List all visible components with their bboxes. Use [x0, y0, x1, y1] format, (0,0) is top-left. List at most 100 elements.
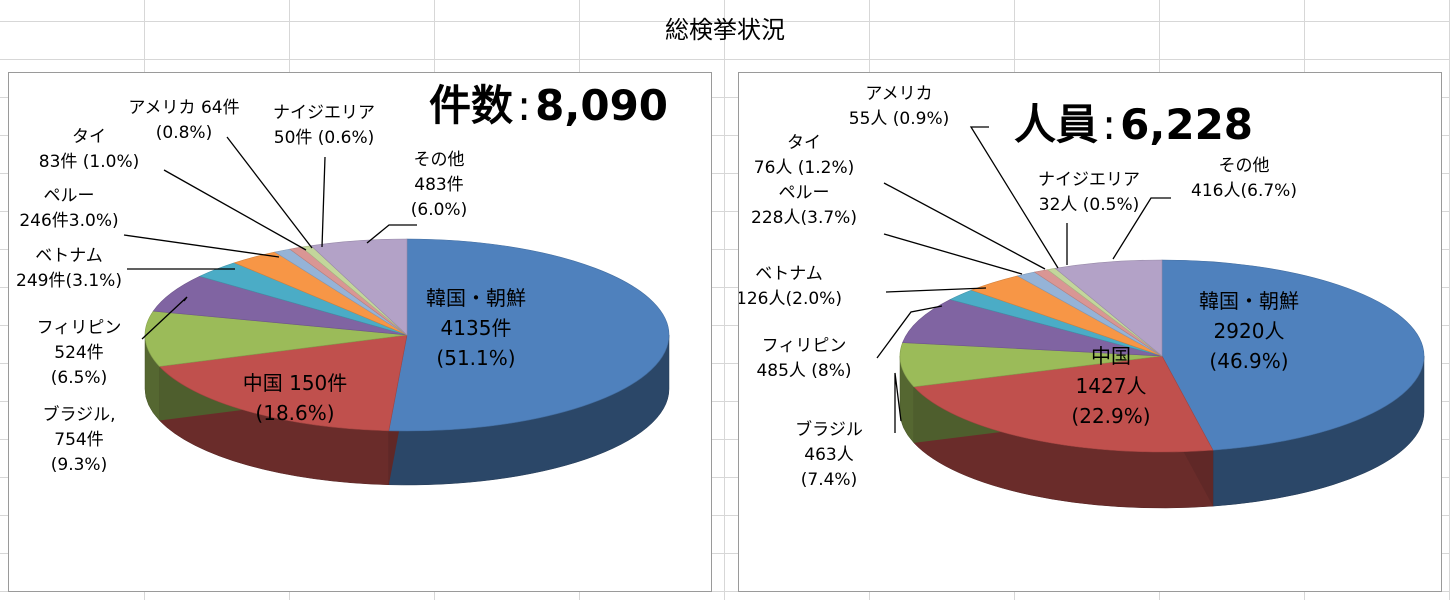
slice-label-line: 韓国・朝鮮 — [426, 286, 526, 310]
slice-label-line: アメリカ 64件 — [128, 98, 239, 118]
slice-label-line: タイ — [72, 127, 106, 147]
slice-label-1: 中国 1427人 (22.9%) — [1071, 344, 1150, 428]
slice-label-line: 中国 — [1091, 344, 1131, 368]
slice-label-line: (7.4%) — [801, 470, 857, 490]
slice-label-line: ベトナム — [35, 246, 103, 266]
total-label: 人員 — [1014, 100, 1098, 149]
chart-persons[interactable]: 韓国・朝鮮 2920人 (46.9%) 中国 1427人 (22.9%) ブラジル 463人 (… — [738, 72, 1442, 592]
slice-label-line: (9.3%) — [51, 455, 107, 475]
slice-label-line: 55人 (0.9%) — [849, 109, 950, 129]
slice-label-line: (0.8%) — [156, 123, 212, 143]
leader-line — [883, 182, 1046, 270]
slice-label-line: (6.5%) — [51, 368, 107, 388]
slice-label-line: 32人 (0.5%) — [1039, 195, 1140, 215]
pie-slice-0[interactable] — [1161, 259, 1425, 451]
sheet-title: 総検挙状況 — [665, 16, 785, 44]
slice-label-6: タイ 83件 (1.0%) — [39, 127, 140, 172]
slice-label-line: (6.0%) — [411, 200, 467, 220]
slice-label-line: 126人(2.0%) — [739, 289, 842, 309]
pie-top-group — [144, 238, 670, 432]
total-sep: : — [517, 81, 531, 130]
slice-label-line: (46.9%) — [1209, 349, 1288, 373]
pie-slice-1[interactable] — [158, 334, 408, 432]
leader-line — [894, 372, 902, 433]
leader-line — [366, 224, 417, 244]
slice-label-2: ブラジル, 754件 (9.3%) — [42, 404, 115, 475]
pie-slice-1[interactable] — [913, 355, 1214, 453]
pie-slice-3[interactable] — [902, 299, 1163, 357]
slice-label-7: アメリカ 64件 (0.8%) — [128, 98, 239, 143]
slice-label-line: ベトナム — [755, 264, 823, 284]
leader-line — [123, 234, 280, 258]
total-sep: : — [1102, 100, 1116, 149]
slice-label-line: ペルー — [44, 186, 95, 206]
slice-label-9: その他 416人(6.7%) — [1191, 156, 1297, 201]
slice-label-5: ペルー 246件3.0%) — [19, 186, 118, 231]
slice-label-line: 483件 — [414, 175, 463, 195]
pie-slice-9[interactable] — [310, 238, 408, 336]
slice-label-line: アメリカ — [865, 84, 932, 104]
pie-slice-2[interactable] — [144, 310, 408, 367]
slice-label-line: 416人(6.7%) — [1191, 181, 1297, 201]
total-headline: 件数:8,090 — [429, 81, 668, 130]
total-label: 件数 — [429, 81, 513, 130]
pie-slice-9[interactable] — [1054, 259, 1163, 357]
slice-label-7: アメリカ 55人 (0.9%) — [849, 84, 950, 129]
slice-label-line: ナイジエリア — [273, 103, 375, 123]
slice-label-0: 韓国・朝鮮 2920人 (46.9%) — [1199, 289, 1299, 373]
leader-line — [885, 287, 987, 293]
slice-label-line: (22.9%) — [1071, 404, 1150, 428]
pie-chart-persons: 韓国・朝鮮 2920人 (46.9%) 中国 1427人 (22.9%) ブラジル 463人 (… — [739, 84, 1425, 509]
slice-label-6: タイ 76人 (1.2%) — [754, 133, 855, 178]
slice-label-line: タイ — [787, 133, 821, 153]
chart-cases[interactable]: 韓国・朝鮮 4135件 (51.1%) 中国 150件 (18.6%) ブラジル, 754件… — [8, 72, 712, 592]
slice-label-1: 中国 150件 (18.6%) — [243, 371, 348, 425]
slice-label-line: 4135件 — [441, 316, 512, 340]
slice-label-line: 50件 (0.6%) — [274, 128, 375, 148]
slice-label-line: ペルー — [779, 183, 830, 203]
slice-label-8: ナイジエリア 50件 (0.6%) — [273, 103, 375, 148]
slice-label-line: 246件3.0%) — [19, 211, 118, 231]
slice-label-3: フィリピン 485人 (8%) — [756, 336, 851, 381]
slice-label-line: フィリピン — [762, 336, 847, 356]
total-value: 6,228 — [1120, 100, 1253, 149]
leader-line — [141, 296, 188, 340]
slice-label-0: 韓国・朝鮮 4135件 (51.1%) — [426, 286, 526, 370]
slice-label-line: 228人(3.7%) — [751, 208, 857, 228]
slice-label-9: その他 483件 (6.0%) — [411, 150, 467, 220]
slice-label-line: (51.1%) — [436, 346, 515, 370]
pie-chart-cases: 韓国・朝鮮 4135件 (51.1%) 中国 150件 (18.6%) ブラジル, 754件… — [16, 81, 670, 486]
slice-label-line: 83件 (1.0%) — [39, 152, 140, 172]
slice-label-4: ベトナム 126人(2.0%) — [739, 264, 842, 309]
leader-line — [163, 169, 307, 251]
leader-line — [969, 126, 1059, 269]
slice-label-line: 2920人 — [1214, 319, 1285, 343]
slice-label-line: 754件 — [54, 430, 103, 450]
slice-label-8: ナイジエリア 32人 (0.5%) — [1038, 170, 1140, 215]
slice-label-line: その他 — [414, 150, 465, 170]
slice-label-line: ブラジル — [795, 419, 863, 440]
total-headline: 人員:6,228 — [1014, 100, 1253, 149]
leader-line — [876, 305, 943, 359]
slice-label-3: フィリピン 524件 (6.5%) — [37, 318, 122, 388]
pie-slice-2[interactable] — [899, 342, 1163, 388]
slice-label-line: 76人 (1.2%) — [754, 158, 855, 178]
leader-line — [883, 233, 1023, 275]
pie-slice-0[interactable] — [388, 238, 670, 432]
slice-label-line: 249件(3.1%) — [16, 271, 122, 291]
slice-label-5: ペルー 228人(3.7%) — [751, 183, 857, 228]
leader-line — [226, 136, 313, 249]
slice-label-line: ブラジル, — [42, 404, 115, 425]
slice-label-line: (18.6%) — [255, 401, 334, 425]
leader-line — [1112, 197, 1171, 260]
slice-label-line: フィリピン — [37, 318, 122, 338]
pie-top-group — [899, 259, 1425, 453]
slice-label-line: 中国 150件 — [243, 371, 348, 395]
slice-label-line: 463人 — [804, 445, 853, 465]
slice-label-line: その他 — [1219, 156, 1270, 176]
leader-line — [321, 156, 326, 248]
slice-label-line: 485人 (8%) — [756, 361, 851, 381]
slice-label-line: ナイジエリア — [1038, 170, 1140, 190]
slice-label-line: 524件 — [54, 343, 103, 363]
slice-label-2: ブラジル 463人 (7.4%) — [795, 419, 863, 490]
